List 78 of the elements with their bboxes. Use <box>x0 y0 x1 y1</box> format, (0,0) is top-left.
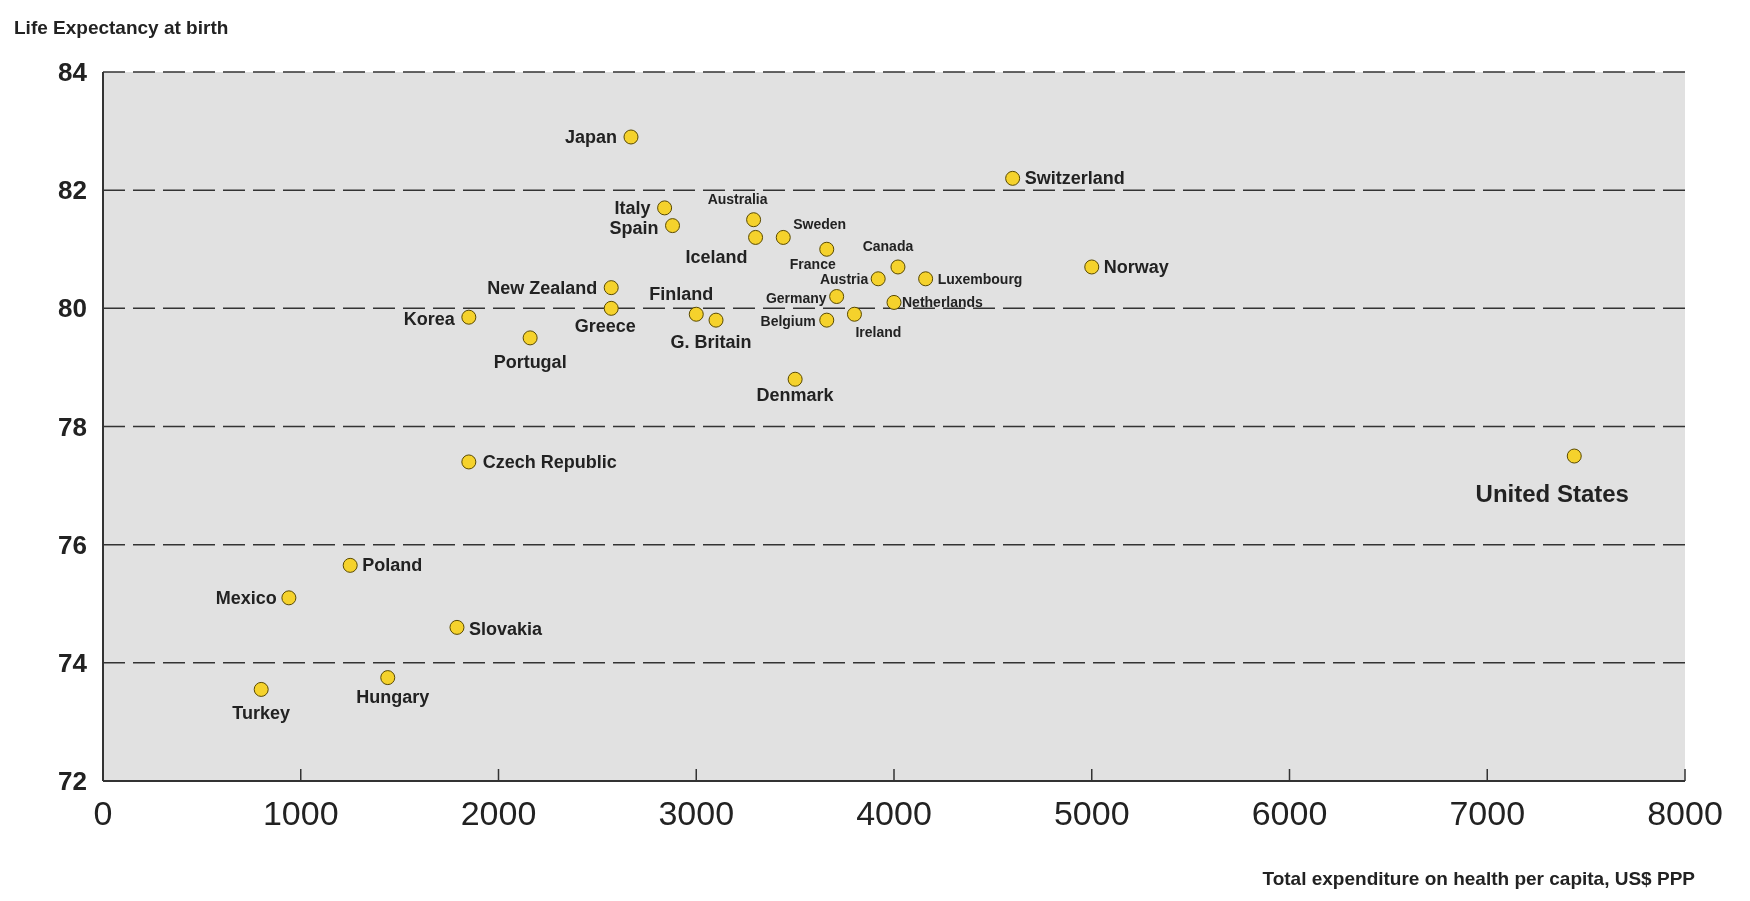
annotation: Australia <box>707 190 768 207</box>
point <box>665 218 681 234</box>
annotation: Ireland <box>855 324 902 341</box>
point <box>623 129 639 145</box>
point <box>1084 259 1100 275</box>
point <box>787 371 803 387</box>
point <box>253 681 269 697</box>
y-axis-title: Life Expectancy at birth <box>14 17 229 38</box>
point <box>342 557 358 573</box>
annotation: Switzerland <box>1024 168 1125 189</box>
point <box>829 289 845 305</box>
y-tick-label: 72 <box>58 766 87 796</box>
annotation: Turkey <box>232 703 291 724</box>
annotation: G. Britain <box>670 332 752 353</box>
x-tick-label: 6000 <box>1251 794 1328 832</box>
y-tick-label: 84 <box>58 57 88 87</box>
y-tick-label: 78 <box>58 411 87 442</box>
annotation: Sweden <box>793 216 847 233</box>
point <box>819 312 835 328</box>
annotation: Italy <box>614 197 651 218</box>
annotation: Greece <box>574 316 636 337</box>
point <box>708 312 724 328</box>
annotation: Germany <box>765 289 827 306</box>
annotation: Japan <box>564 126 617 147</box>
annotation: Hungary <box>356 686 430 707</box>
x-tick-label: 0 <box>93 794 113 832</box>
x-axis-title: Total expenditure on health per capita, US$ PPP <box>1262 868 1696 889</box>
x-tick-label: 5000 <box>1053 794 1130 832</box>
annotation: Austria <box>819 270 869 287</box>
annotation: Luxembourg <box>937 270 1023 287</box>
y-tick-label: 74 <box>58 647 88 678</box>
annotation: Denmark <box>756 385 835 406</box>
x-tick-label: 1000 <box>262 794 339 832</box>
point <box>1005 170 1021 186</box>
x-tick-label: 7000 <box>1449 794 1526 832</box>
annotation: Portugal <box>493 351 567 372</box>
y-tick-label: 80 <box>58 293 87 324</box>
annotation: Netherlands <box>902 294 984 311</box>
annotation: Finland <box>649 284 714 305</box>
point <box>819 241 835 257</box>
point <box>688 306 704 322</box>
annotation: Korea <box>403 309 456 330</box>
point <box>1566 448 1582 464</box>
point <box>449 619 465 635</box>
annotation: Czech Republic <box>482 451 617 472</box>
annotation: Mexico <box>215 587 277 608</box>
point <box>775 229 791 245</box>
point <box>522 330 538 346</box>
annotation: Slovakia <box>468 619 544 640</box>
annotation: Norway <box>1103 256 1169 277</box>
y-tick-label: 76 <box>58 529 87 560</box>
point <box>890 259 906 275</box>
point <box>461 309 477 325</box>
point <box>748 229 764 245</box>
y-tick-label: 82 <box>58 175 87 206</box>
point <box>870 271 886 287</box>
point <box>846 306 862 322</box>
x-tick-label: 8000 <box>1647 794 1723 832</box>
point <box>603 300 619 316</box>
x-tick-label: 2000 <box>460 794 537 832</box>
x-tick-label: 4000 <box>856 794 932 832</box>
annotation: Poland <box>362 555 423 576</box>
annotation: New Zealand <box>487 277 598 298</box>
annotation: Iceland <box>685 247 748 268</box>
point <box>461 454 477 470</box>
annotation: Belgium <box>760 313 816 330</box>
point <box>886 294 902 310</box>
annotation: United States <box>1475 480 1629 508</box>
point <box>380 670 396 686</box>
annotation: Spain <box>609 217 659 238</box>
point <box>657 200 673 216</box>
annotation: Canada <box>862 237 914 254</box>
point <box>918 271 934 287</box>
annotation: France <box>789 256 836 273</box>
point <box>746 212 762 228</box>
x-tick-label: 3000 <box>658 794 735 832</box>
point <box>603 280 619 296</box>
point <box>281 590 297 606</box>
